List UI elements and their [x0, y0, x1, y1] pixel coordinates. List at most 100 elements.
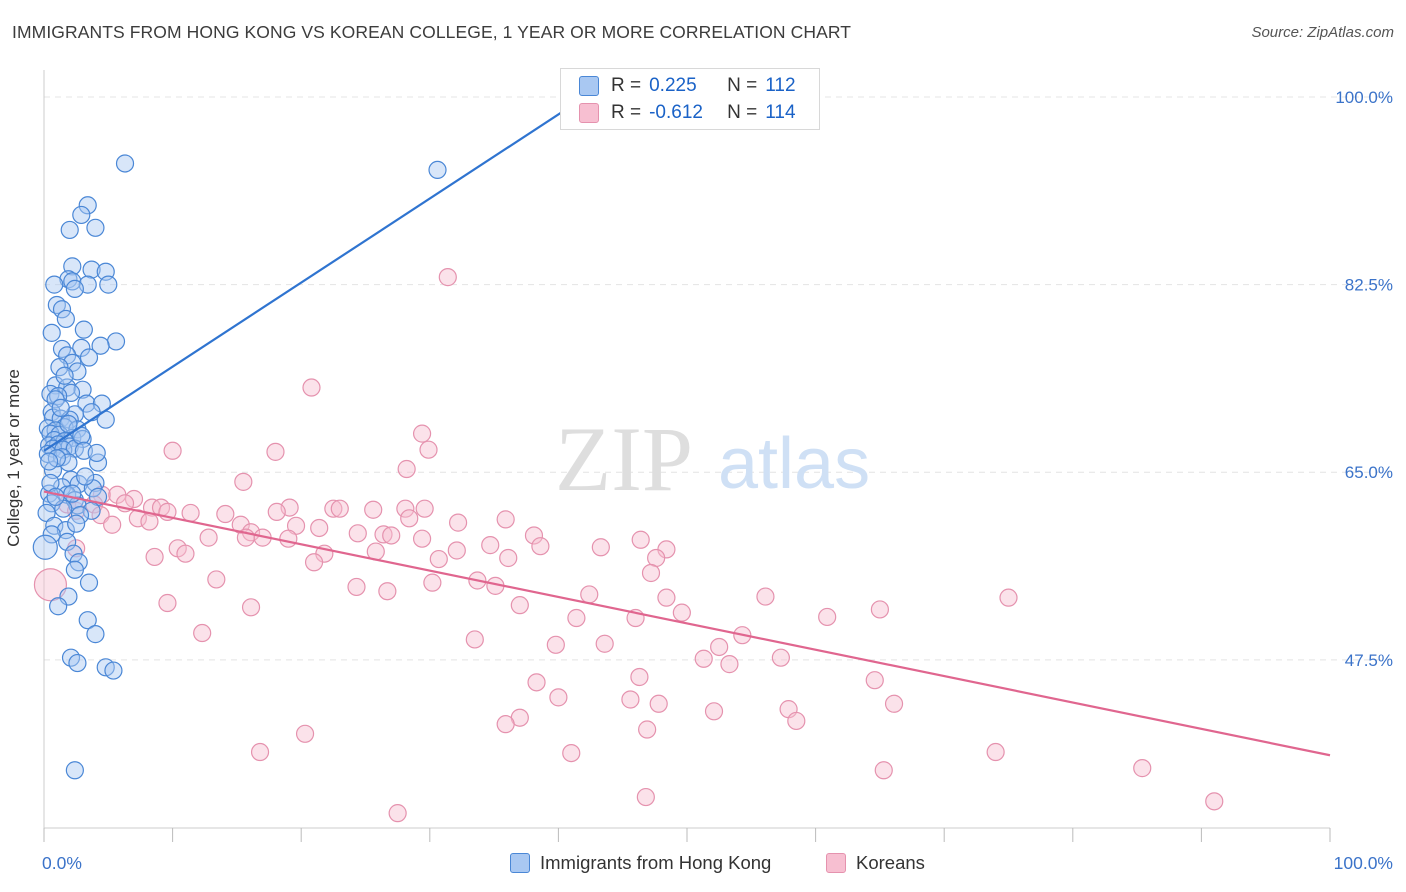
- hong-kong-point: [87, 443, 106, 463]
- hong-kong-point: [76, 467, 95, 486]
- koreans-point: [567, 608, 586, 628]
- koreans-point: [412, 529, 432, 548]
- hong-kong-point: [106, 332, 126, 351]
- koreans-point: [207, 570, 226, 589]
- koreans-point: [140, 512, 159, 531]
- koreans-point: [591, 538, 610, 557]
- koreans-point: [163, 441, 182, 460]
- hong-kong-point: [51, 398, 70, 417]
- hong-kong-point: [73, 380, 92, 399]
- koreans-point: [704, 702, 724, 721]
- hong-kong-point: [65, 761, 84, 780]
- hong-kong-point: [79, 348, 99, 367]
- hong-kong-point: [86, 218, 105, 237]
- koreans-point: [870, 600, 890, 619]
- hong-kong-point: [82, 260, 101, 279]
- hong-kong-point: [49, 387, 68, 406]
- koreans-point: [295, 724, 315, 743]
- hong-kong-point: [64, 544, 83, 563]
- koreans-point: [400, 509, 419, 528]
- hong-kong-point: [91, 336, 110, 355]
- koreans-point: [481, 536, 500, 555]
- hong-kong-point: [99, 275, 118, 294]
- koreans-point: [710, 637, 729, 657]
- correlation-legend: R = 0.225 N = 112 R = -0.612 N = 114: [560, 68, 820, 130]
- hong-kong-point: [52, 300, 72, 319]
- hong-kong-point: [78, 611, 97, 630]
- koreans-point: [378, 582, 397, 601]
- legend-label-hong-kong: Immigrants from Hong Kong: [540, 852, 772, 873]
- koreans-point: [124, 489, 144, 509]
- y-tick-label: 47.5%: [1345, 651, 1393, 670]
- koreans-point: [447, 541, 466, 560]
- hong-kong-point: [72, 205, 91, 225]
- legend-n-label: N =: [727, 102, 758, 123]
- legend-label-koreans: Koreans: [856, 852, 925, 873]
- koreans-point: [176, 544, 195, 563]
- legend-item-hong-kong[interactable]: Immigrants from Hong Kong: [510, 852, 771, 874]
- koreans-point: [267, 502, 286, 521]
- hong-kong-point: [86, 625, 105, 644]
- koreans-point: [234, 472, 253, 491]
- tick-labels: 47.5% 65.0% 82.5% 100.0% 0.0% 100.0%: [42, 88, 1393, 873]
- koreans-point: [396, 499, 415, 518]
- koreans-point: [1133, 759, 1152, 778]
- koreans-point: [657, 588, 676, 607]
- koreans-point: [531, 537, 550, 556]
- koreans-point: [448, 513, 468, 532]
- koreans-point: [694, 649, 713, 668]
- y-tick-label: 100.0%: [1335, 88, 1393, 107]
- hong-kong-point: [104, 661, 123, 680]
- hong-kong-point: [67, 514, 86, 533]
- koreans-point: [388, 804, 407, 823]
- koreans-point: [496, 510, 515, 529]
- koreans-point: [641, 563, 661, 583]
- koreans-point: [145, 547, 164, 567]
- source-label: Source: ZipAtlas.com: [1251, 24, 1394, 41]
- koreans-point: [216, 504, 235, 524]
- koreans-point: [465, 630, 484, 649]
- x-tick-label: 0.0%: [42, 853, 82, 873]
- hong-kong-point: [428, 160, 447, 179]
- koreans-point: [756, 587, 775, 606]
- hong-kong-point: [42, 323, 61, 342]
- koreans-point: [884, 694, 904, 713]
- hong-kong-point: [45, 275, 64, 294]
- koreans-point: [364, 500, 383, 519]
- legend-r-label: R =: [611, 102, 642, 123]
- legend-swatch-hong-kong: [579, 76, 599, 96]
- koreans-point: [636, 787, 655, 807]
- legend-n-label: N =: [727, 75, 758, 96]
- koreans-point: [266, 442, 285, 461]
- legend-item-koreans[interactable]: Koreans: [826, 852, 925, 874]
- koreans-point: [1205, 792, 1224, 811]
- hong-kong-point: [50, 358, 69, 377]
- koreans-point: [986, 742, 1005, 762]
- koreans-point: [347, 577, 366, 597]
- watermark-zip: ZIP: [555, 408, 693, 510]
- koreans-point: [438, 268, 457, 287]
- koreans-point: [382, 526, 401, 545]
- koreans-point: [250, 742, 270, 762]
- koreans-point: [397, 459, 416, 479]
- koreans-point: [818, 607, 837, 627]
- hong-kong-point: [32, 534, 58, 560]
- koreans-point: [324, 499, 343, 518]
- koreans-point: [429, 549, 448, 569]
- koreans-point: [630, 667, 649, 687]
- y-tick-label: 65.0%: [1345, 463, 1393, 482]
- koreans-point: [510, 596, 529, 615]
- koreans-point: [199, 528, 218, 547]
- hong-kong-point: [60, 220, 79, 240]
- koreans-point: [374, 525, 393, 544]
- koreans-point: [279, 529, 298, 548]
- hong-kong-point: [68, 653, 87, 673]
- koreans-point: [672, 603, 691, 622]
- koreans-point: [638, 720, 657, 739]
- hong-kong-point: [88, 453, 108, 472]
- koreans-point: [720, 655, 739, 674]
- hong-kong-trend-line: [43, 106, 570, 452]
- legend-r-label: R =: [611, 75, 642, 96]
- koreans-point: [419, 440, 438, 459]
